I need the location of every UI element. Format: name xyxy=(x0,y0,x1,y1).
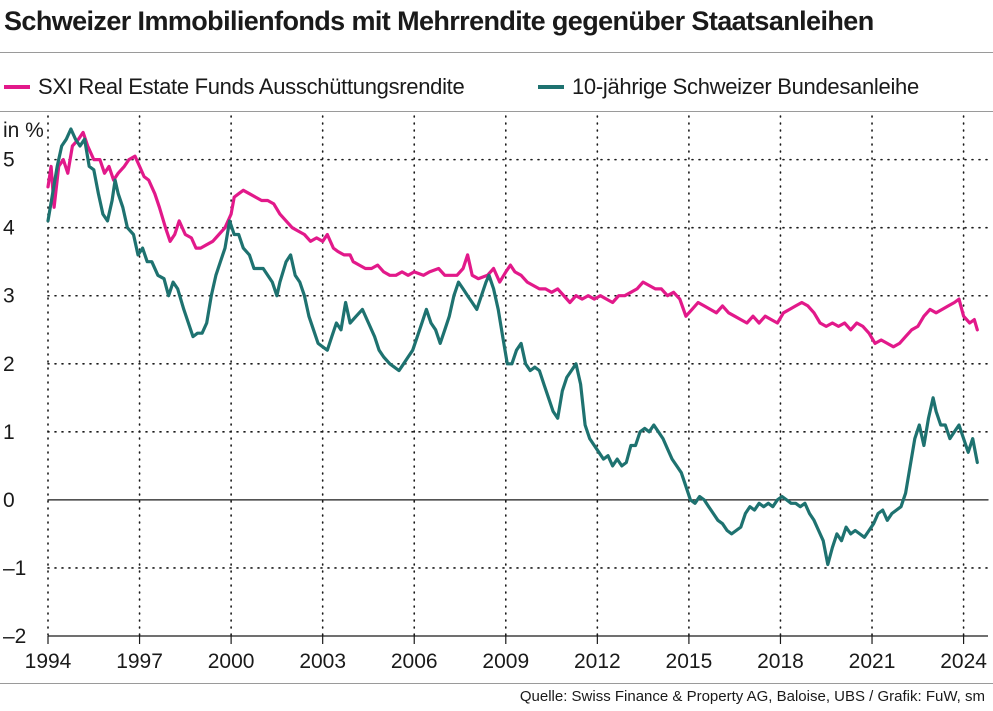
legend-swatch-sxi xyxy=(4,85,30,89)
x-tick-label: 2015 xyxy=(666,650,713,673)
y-tick-label: 1 xyxy=(3,421,15,444)
y-tick-label: –2 xyxy=(3,625,26,648)
x-tick-label: 2009 xyxy=(482,650,529,673)
x-tick-label: 1997 xyxy=(116,650,163,673)
x-tick-label: 2012 xyxy=(574,650,621,673)
x-tick-label: 1994 xyxy=(25,650,72,673)
series-line-bond xyxy=(46,127,979,567)
x-tick-label: 2006 xyxy=(391,650,438,673)
y-tick-label: 0 xyxy=(3,489,15,512)
y-tick-label: 2 xyxy=(3,353,15,376)
y-tick-label: 4 xyxy=(3,217,15,240)
x-tick-label: 2024 xyxy=(940,650,987,673)
chart-title: Schweizer Immobilienfonds mit Mehrrendit… xyxy=(4,6,874,36)
footer-divider xyxy=(0,683,993,684)
legend-label-sxi: SXI Real Estate Funds Ausschüttungsrendi… xyxy=(38,74,465,99)
legend-item-sxi: SXI Real Estate Funds Ausschüttungsrendi… xyxy=(4,74,465,100)
source-note: Quelle: Swiss Finance & Property AG, Bal… xyxy=(519,688,985,705)
chart-legend: SXI Real Estate Funds Ausschüttungsrendi… xyxy=(0,74,993,104)
y-unit-label: in % xyxy=(3,119,44,142)
x-tick-label: 2000 xyxy=(208,650,255,673)
x-tick-label: 2003 xyxy=(299,650,346,673)
legend-label-bond: 10-jährige Schweizer Bundesanleihe xyxy=(572,74,919,99)
legend-item-bond: 10-jährige Schweizer Bundesanleihe xyxy=(538,74,919,100)
legend-swatch-bond xyxy=(538,85,564,89)
x-tick-label: 2018 xyxy=(757,650,804,673)
y-tick-label: 3 xyxy=(3,285,15,308)
y-tick-label: –1 xyxy=(3,557,26,580)
y-tick-label: 5 xyxy=(3,149,15,172)
x-tick-label: 2021 xyxy=(849,650,896,673)
series-line-sxi xyxy=(46,130,979,349)
title-divider xyxy=(0,52,993,53)
legend-divider xyxy=(0,111,993,112)
